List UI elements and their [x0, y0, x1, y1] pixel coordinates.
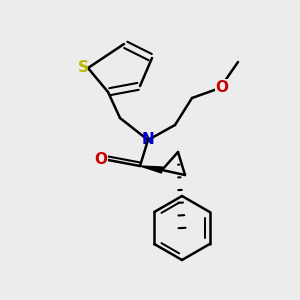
Text: S: S [77, 61, 88, 76]
Text: O: O [215, 80, 229, 94]
Polygon shape [140, 166, 163, 173]
Text: N: N [142, 133, 154, 148]
Text: O: O [94, 152, 107, 167]
